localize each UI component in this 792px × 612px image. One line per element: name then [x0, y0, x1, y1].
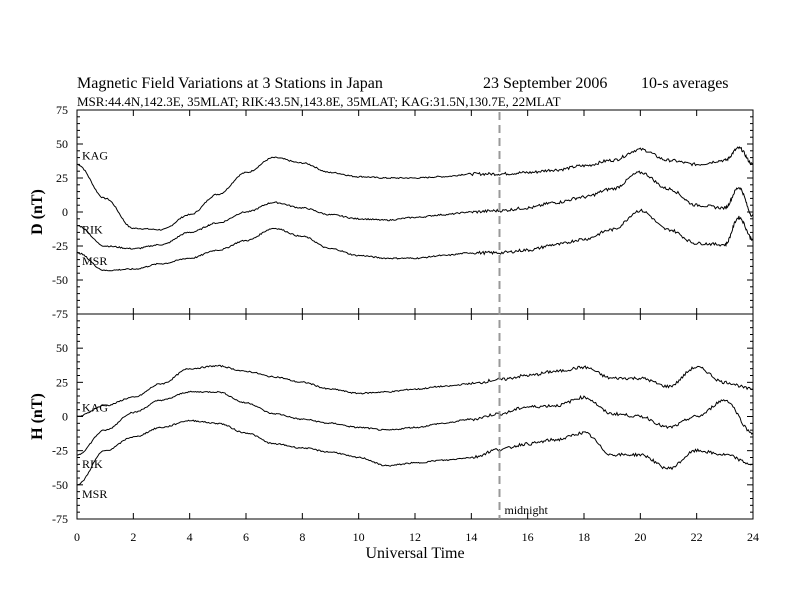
series-line-msr — [76, 208, 754, 272]
x-tick-label: 10 — [353, 530, 365, 544]
y-tick-label: 50 — [56, 137, 68, 151]
y-tick-label: 75 — [56, 103, 68, 117]
y-tick-label: -25 — [52, 239, 68, 253]
y-tick-label: 25 — [56, 171, 68, 185]
y-tick-label: 0 — [62, 410, 68, 424]
y-tick-label: -50 — [52, 478, 68, 492]
y-tick-label: -50 — [52, 273, 68, 287]
x-tick-label: 0 — [74, 530, 80, 544]
x-tick-label: 22 — [691, 530, 703, 544]
y-tick-label: -25 — [52, 444, 68, 458]
x-tick-label: 14 — [465, 530, 477, 544]
chart-averaging: 10-s averages — [641, 75, 729, 92]
x-axis-label: Universal Time — [365, 545, 464, 562]
station-coordinates: MSR:44.4N,142.3E, 35MLAT; RIK:43.5N,143.… — [77, 94, 561, 109]
panel-frame-1 — [76, 109, 754, 315]
series-label-rik: RIK — [82, 223, 103, 237]
y-axis-label-1: D (nT) — [29, 189, 46, 235]
series-line-rik — [77, 170, 754, 250]
series-line-kag — [76, 146, 754, 231]
series-label-kag: KAG — [82, 401, 108, 415]
y-tick-label: 25 — [56, 375, 68, 389]
x-tick-label: 2 — [130, 530, 136, 544]
chart-date: 23 September 2006 — [483, 75, 607, 92]
x-tick-label: 12 — [409, 530, 421, 544]
x-tick-label: 20 — [634, 530, 646, 544]
x-tick-label: 6 — [243, 530, 249, 544]
series-label-kag: KAG — [82, 148, 108, 162]
series-line-kag — [76, 364, 754, 417]
x-tick-label: 4 — [187, 530, 193, 544]
x-tick-label: 8 — [299, 530, 305, 544]
series-label-msr: MSR — [82, 254, 107, 268]
series-line-rik — [76, 390, 754, 456]
x-tick-label: 18 — [578, 530, 590, 544]
x-tick-label: 24 — [747, 530, 759, 544]
panel-frame-2 — [76, 313, 754, 520]
y-tick-label: 50 — [56, 341, 68, 355]
chart-title: Magnetic Field Variations at 3 Stations … — [77, 75, 383, 92]
x-tick-label: 16 — [522, 530, 534, 544]
series-label-msr: MSR — [82, 487, 107, 501]
y-tick-label: -75 — [52, 307, 68, 321]
y-tick-label: -75 — [52, 512, 68, 526]
y-axis-label-2: H (nT) — [29, 393, 46, 440]
y-tick-label: 0 — [62, 205, 68, 219]
midnight-annotation: midnight — [505, 503, 549, 517]
series-line-msr — [76, 419, 754, 486]
